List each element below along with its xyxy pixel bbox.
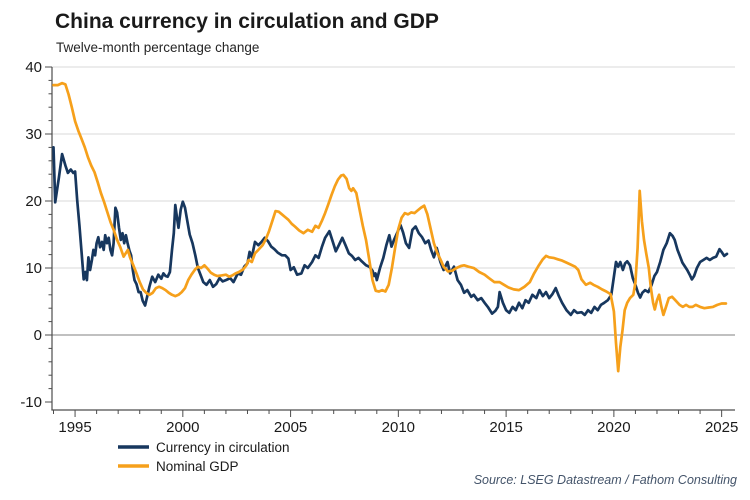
axis-tick-labels: -10 0 10 20 30 40 1995 2000 2005 2010 2015 2020 2025 <box>20 59 738 436</box>
series-lines <box>52 81 729 373</box>
source-text: Source: LSEG Datastream / Fathom Consult… <box>474 473 737 487</box>
chart-title: China currency in circulation and GDP <box>55 10 439 33</box>
axes <box>45 66 735 417</box>
y-tick-label: 40 <box>25 59 42 76</box>
x-tick-label: 2020 <box>597 419 630 436</box>
y-tick-label: 20 <box>25 193 42 210</box>
chart-subtitle: Twelve-month percentage change <box>56 40 259 55</box>
y-tick-label: 10 <box>25 260 42 277</box>
x-tick-label: 2015 <box>489 419 522 436</box>
legend-label-currency: Currency in circulation <box>156 440 290 455</box>
y-tick-label: 0 <box>34 327 42 344</box>
x-tick-label: 2005 <box>274 419 307 436</box>
legend: Currency in circulation Nominal GDP <box>118 440 290 474</box>
legend-label-gdp: Nominal GDP <box>156 459 239 474</box>
x-tick-label: 1995 <box>58 419 91 436</box>
y-tick-label: 30 <box>25 126 42 143</box>
x-tick-label: 2025 <box>705 419 738 436</box>
nominal-gdp-line <box>52 81 728 373</box>
x-tick-label: 2010 <box>382 419 415 436</box>
x-tick-label: 2000 <box>166 419 199 436</box>
y-tick-label: -10 <box>20 394 42 411</box>
